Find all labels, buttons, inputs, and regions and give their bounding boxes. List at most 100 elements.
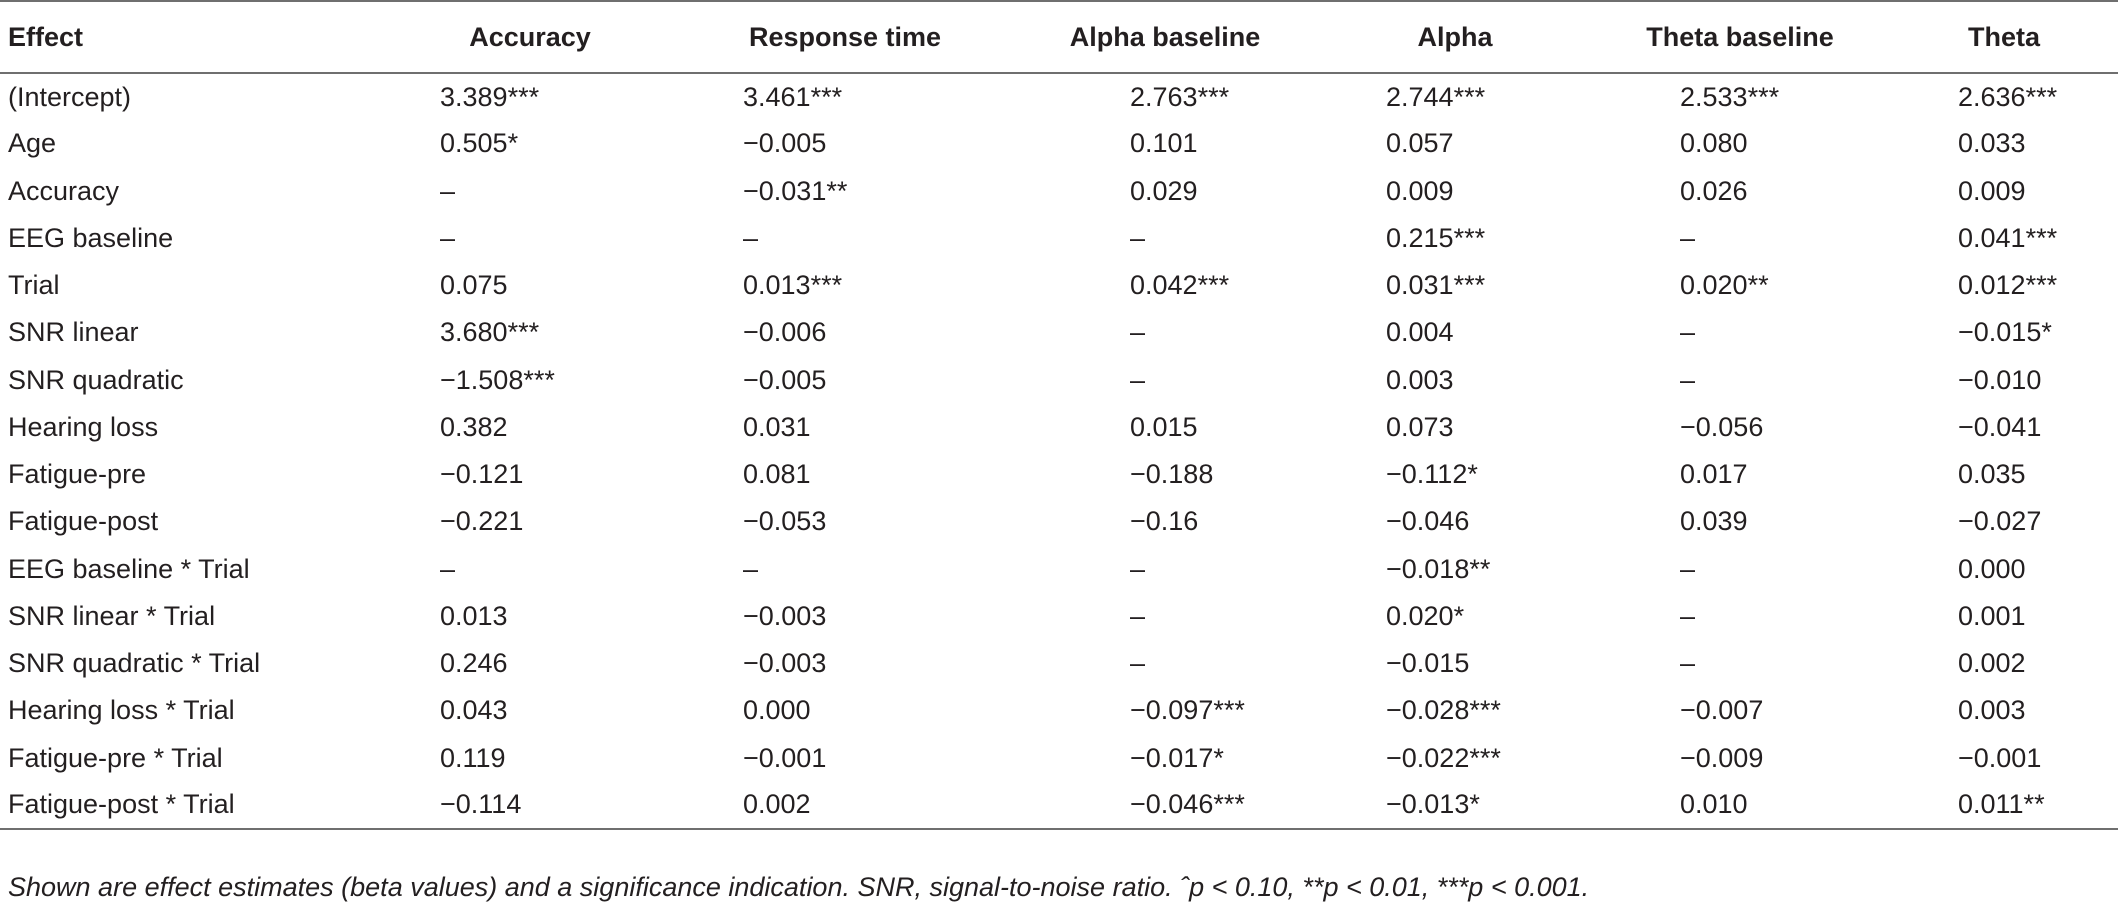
value-cell: – xyxy=(440,553,456,584)
value-cell: 0.033 xyxy=(1958,128,2026,159)
value-cell: −0.001 xyxy=(1958,742,2042,773)
value-cell: 0.073 xyxy=(1386,411,1454,442)
value-cell: 0.035 xyxy=(1958,459,2026,490)
value-cell: 0.119 xyxy=(440,742,506,773)
value-cell: 2.744*** xyxy=(1386,81,1486,112)
table-row: Accuracy – −0.031** 0.029 0.009 0.026 0.009 xyxy=(0,168,2118,215)
value-cell: 0.246 xyxy=(440,648,508,679)
value-cell: −0.046 xyxy=(1386,506,1470,537)
value-cell: 0.002 xyxy=(1958,648,2026,679)
value-cell: −0.097*** xyxy=(1130,695,1245,726)
value-cell: 0.020** xyxy=(1680,270,1769,301)
effect-label: (Intercept) xyxy=(8,81,132,112)
value-cell: – xyxy=(440,222,456,253)
value-cell: 0.000 xyxy=(1958,553,2026,584)
value-cell: – xyxy=(743,222,759,253)
value-cell: 0.013*** xyxy=(743,270,843,301)
results-table: Effect Accuracy Response time Alpha base… xyxy=(0,0,2118,831)
table-row: SNR quadratic * Trial 0.246 −0.003 – −0.015 –… xyxy=(0,640,2118,687)
value-cell: −0.188 xyxy=(1130,459,1214,490)
table-row: Hearing loss 0.382 0.031 0.015 0.073 −0.056 −0… xyxy=(0,404,2118,451)
value-cell: 3.389*** xyxy=(440,81,540,112)
value-cell: −0.046*** xyxy=(1010,781,1320,831)
value-cell: 2.763*** xyxy=(1130,81,1230,112)
value-cell: 0.215*** xyxy=(1386,222,1486,253)
table-row: Hearing loss * Trial 0.043 0.000 −0.097*** −… xyxy=(0,687,2118,734)
value-cell: 0.001 xyxy=(1958,600,2026,631)
value-cell: 0.009 xyxy=(1958,175,2026,206)
value-cell: 0.003 xyxy=(1386,364,1454,395)
table-row: Fatigue-post * Trial −0.114 0.002 −0.046***… xyxy=(0,781,2118,831)
value-cell: 0.017 xyxy=(1680,459,1748,490)
header-effect: Effect xyxy=(0,0,380,74)
value-cell: 0.075 xyxy=(440,270,508,301)
value-cell: −0.015 xyxy=(1386,648,1470,679)
value-cell: 0.057 xyxy=(1386,128,1454,159)
value-cell: 0.012*** xyxy=(1958,270,2058,301)
effect-label: Hearing loss * Trial xyxy=(8,695,235,726)
value-cell: 0.029 xyxy=(1130,175,1198,206)
table-row: Fatigue-pre * Trial 0.119 −0.001 −0.017* −0.… xyxy=(0,735,2118,782)
table-row: Fatigue-post −0.221 −0.053 −0.16 −0.046 0.039… xyxy=(0,498,2118,545)
value-cell: – xyxy=(1680,317,1696,348)
effect-label: Fatigue-pre * Trial xyxy=(8,742,223,773)
table-row: SNR linear * Trial 0.013 −0.003 – 0.020* – 0.0… xyxy=(0,593,2118,640)
value-cell: −0.022*** xyxy=(1386,742,1501,773)
value-cell: 0.026 xyxy=(1680,175,1748,206)
value-cell: −0.16 xyxy=(1130,506,1199,537)
value-cell: −0.003 xyxy=(743,648,827,679)
effect-label: Fatigue-post * Trial xyxy=(0,781,380,831)
value-cell: – xyxy=(1130,364,1146,395)
value-cell: −0.114 xyxy=(380,781,680,831)
header-alpha-baseline: Alpha baseline xyxy=(1010,0,1320,74)
value-cell: 0.101 xyxy=(1130,128,1198,159)
value-cell: 0.042*** xyxy=(1130,270,1230,301)
effect-label: SNR quadratic * Trial xyxy=(8,648,261,679)
value-cell: −0.005 xyxy=(743,128,827,159)
effect-label: SNR quadratic xyxy=(8,364,184,395)
table-row: EEG baseline – – – 0.215*** – 0.041*** xyxy=(0,215,2118,262)
header-theta: Theta xyxy=(1890,0,2118,74)
value-cell: −0.027 xyxy=(1958,506,2042,537)
value-cell: −0.041 xyxy=(1958,411,2042,442)
value-cell: −0.121 xyxy=(440,459,524,490)
table-row: (Intercept) 3.389*** 3.461*** 2.763*** 2.744… xyxy=(0,73,2118,120)
value-cell: 0.011** xyxy=(1890,781,2118,831)
value-cell: −0.028*** xyxy=(1386,695,1501,726)
value-cell: – xyxy=(1680,648,1696,679)
value-cell: 2.636*** xyxy=(1958,81,2058,112)
value-cell: −0.018** xyxy=(1386,553,1491,584)
value-cell: −0.031** xyxy=(743,175,848,206)
value-cell: −0.006 xyxy=(743,317,827,348)
value-cell: 0.382 xyxy=(440,411,508,442)
value-cell: – xyxy=(1130,317,1146,348)
value-cell: −0.053 xyxy=(743,506,827,537)
table-footnote: Shown are effect estimates (beta values)… xyxy=(8,872,1590,902)
table-row: Age 0.505* −0.005 0.101 0.057 0.080 0.033 xyxy=(0,120,2118,167)
table-row: SNR quadratic −1.508*** −0.005 – 0.003 – −0.01… xyxy=(0,357,2118,404)
value-cell: −0.112* xyxy=(1386,459,1478,490)
effect-label: EEG baseline * Trial xyxy=(8,553,250,584)
value-cell: 0.010 xyxy=(1590,781,1890,831)
value-cell: 0.000 xyxy=(743,695,811,726)
effect-label: Trial xyxy=(8,270,60,301)
value-cell: – xyxy=(1680,553,1696,584)
value-cell: 0.031*** xyxy=(1386,270,1486,301)
value-cell: 0.009 xyxy=(1386,175,1454,206)
value-cell: 0.031 xyxy=(743,411,811,442)
value-cell: 0.015 xyxy=(1130,411,1198,442)
value-cell: −0.003 xyxy=(743,600,827,631)
value-cell: – xyxy=(743,553,759,584)
value-cell: −0.009 xyxy=(1680,742,1764,773)
effect-label: Hearing loss xyxy=(8,411,159,442)
value-cell: 0.020* xyxy=(1386,600,1465,631)
effect-label: Accuracy xyxy=(8,175,120,206)
value-cell: −1.508*** xyxy=(440,364,555,395)
header-accuracy: Accuracy xyxy=(380,0,680,74)
value-cell: – xyxy=(1680,364,1696,395)
value-cell: 0.003 xyxy=(1958,695,2026,726)
value-cell: – xyxy=(1130,222,1146,253)
header-row: Effect Accuracy Response time Alpha base… xyxy=(0,0,2118,74)
value-cell: 0.080 xyxy=(1680,128,1748,159)
